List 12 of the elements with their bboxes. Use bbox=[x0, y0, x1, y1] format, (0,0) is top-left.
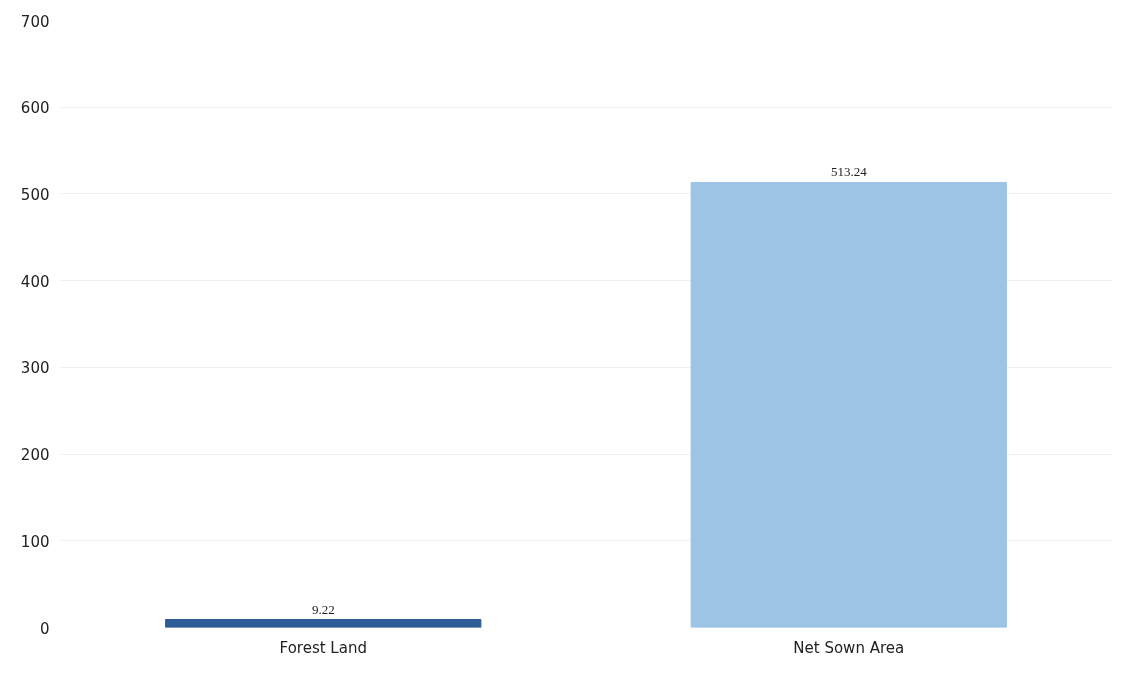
data-label: 9.22 bbox=[311, 601, 335, 617]
y-tick-label: 300 bbox=[20, 359, 50, 378]
x-tick-label: Net Sown Area bbox=[793, 638, 905, 657]
y-tick-label: 0 bbox=[39, 619, 50, 638]
y-tick-label: 200 bbox=[20, 446, 50, 465]
y-tick-label: 100 bbox=[20, 532, 50, 551]
y-tick-label: 400 bbox=[20, 272, 50, 291]
y-tick-label: 700 bbox=[20, 12, 50, 31]
x-tick-label: Forest Land bbox=[279, 638, 367, 657]
y-tick-label: 500 bbox=[20, 185, 50, 204]
data-label: 513.24 bbox=[830, 164, 868, 180]
y-tick-label: 600 bbox=[20, 99, 50, 118]
